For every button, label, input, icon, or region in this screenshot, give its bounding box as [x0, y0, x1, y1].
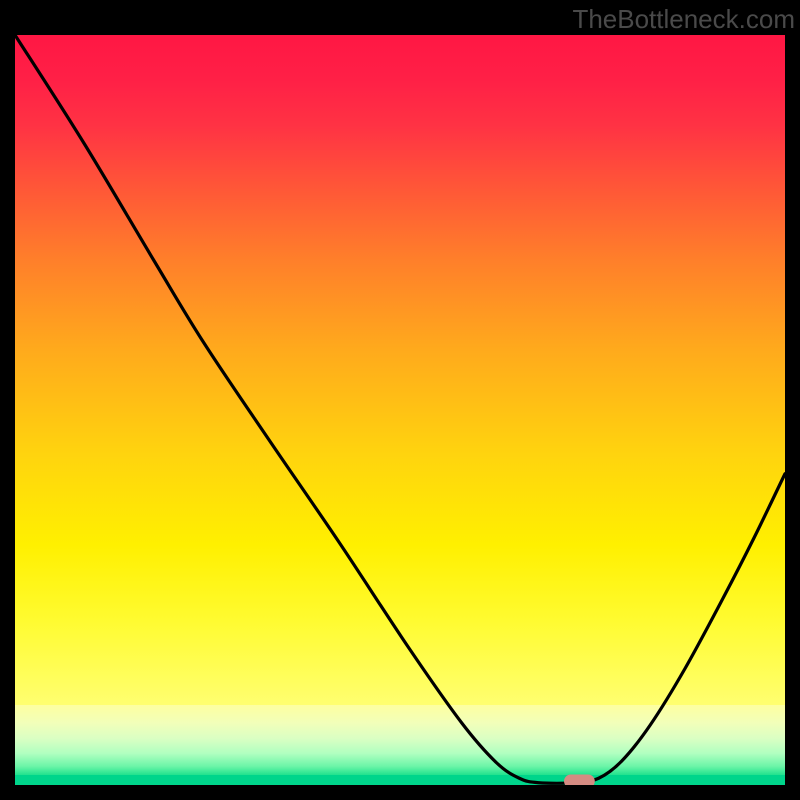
chart-stage: TheBottleneck.com — [0, 0, 800, 800]
plot-background-gradient — [15, 35, 785, 785]
bottleneck-chart — [0, 0, 800, 800]
